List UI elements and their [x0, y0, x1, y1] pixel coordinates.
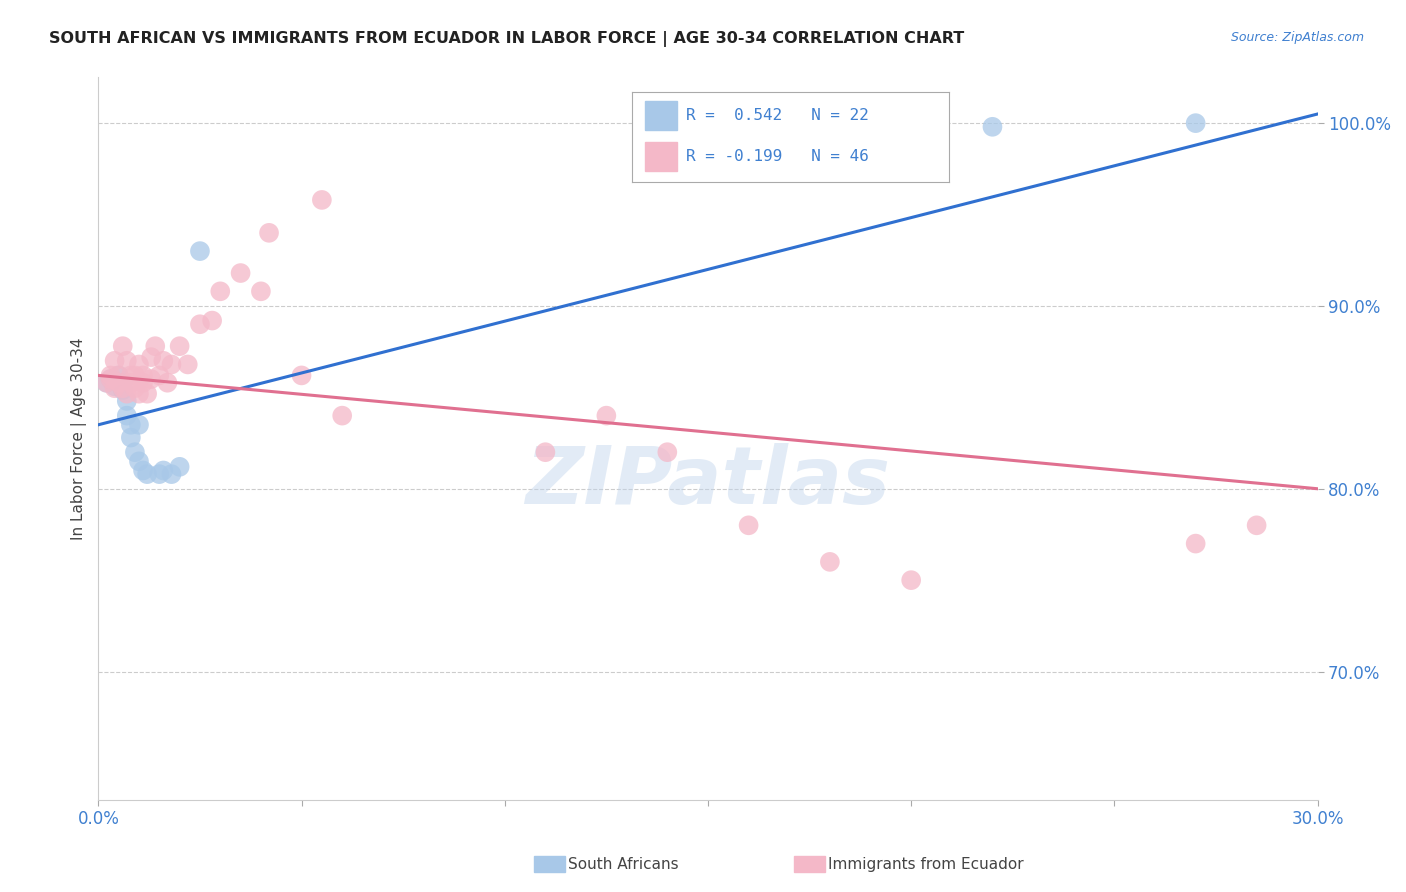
- Point: [128, 386, 150, 401]
- Point: [188, 317, 211, 331]
- Point: [169, 339, 191, 353]
- Point: [111, 383, 134, 397]
- Point: [136, 386, 159, 401]
- Point: [100, 372, 122, 386]
- Point: [107, 368, 129, 383]
- Point: [152, 353, 174, 368]
- Point: [115, 409, 138, 423]
- Text: SOUTH AFRICAN VS IMMIGRANTS FROM ECUADOR IN LABOR FORCE | AGE 30-34 CORRELATION : SOUTH AFRICAN VS IMMIGRANTS FROM ECUADOR…: [49, 31, 965, 47]
- Point: [311, 193, 333, 207]
- Y-axis label: In Labor Force | Age 30-34: In Labor Force | Age 30-34: [72, 337, 87, 540]
- Point: [657, 445, 679, 459]
- Point: [111, 376, 134, 390]
- Point: [141, 372, 163, 386]
- Point: [132, 463, 155, 477]
- Point: [120, 376, 142, 390]
- Point: [143, 339, 166, 353]
- Point: [152, 463, 174, 477]
- Point: [188, 244, 211, 259]
- Point: [120, 368, 142, 383]
- Point: [290, 368, 312, 383]
- Point: [107, 376, 129, 390]
- Point: [177, 358, 200, 372]
- Point: [156, 376, 179, 390]
- Point: [115, 353, 138, 368]
- Point: [900, 573, 922, 587]
- Text: Immigrants from Ecuador: Immigrants from Ecuador: [828, 857, 1024, 871]
- Point: [136, 467, 159, 482]
- Point: [120, 431, 142, 445]
- Point: [124, 368, 146, 383]
- Text: South Africans: South Africans: [568, 857, 679, 871]
- Point: [124, 381, 146, 395]
- Point: [257, 226, 280, 240]
- Point: [104, 379, 127, 393]
- Point: [201, 313, 224, 327]
- Point: [209, 285, 232, 299]
- Point: [330, 409, 353, 423]
- Point: [100, 372, 122, 386]
- Point: [818, 555, 841, 569]
- Point: [128, 358, 150, 372]
- Point: [595, 409, 617, 423]
- Point: [128, 417, 150, 432]
- Point: [1246, 518, 1268, 533]
- Point: [229, 266, 252, 280]
- Point: [115, 394, 138, 409]
- Point: [111, 339, 134, 353]
- Point: [1184, 536, 1206, 550]
- Point: [96, 376, 118, 390]
- Point: [104, 381, 127, 395]
- Point: [160, 467, 183, 482]
- Point: [148, 368, 170, 383]
- Point: [115, 386, 138, 401]
- Point: [250, 285, 273, 299]
- Point: [534, 445, 557, 459]
- Point: [141, 350, 163, 364]
- Point: [128, 454, 150, 468]
- Point: [120, 417, 142, 432]
- Point: [148, 467, 170, 482]
- Point: [104, 353, 127, 368]
- Point: [107, 368, 129, 383]
- Point: [1184, 116, 1206, 130]
- Text: ZIPatlas: ZIPatlas: [526, 442, 890, 521]
- Point: [981, 120, 1004, 134]
- Point: [96, 376, 118, 390]
- Point: [111, 381, 134, 395]
- Point: [100, 368, 122, 383]
- Point: [737, 518, 759, 533]
- Point: [124, 445, 146, 459]
- Point: [160, 358, 183, 372]
- Point: [132, 376, 155, 390]
- Point: [132, 368, 155, 383]
- Text: Source: ZipAtlas.com: Source: ZipAtlas.com: [1230, 31, 1364, 45]
- Point: [169, 459, 191, 474]
